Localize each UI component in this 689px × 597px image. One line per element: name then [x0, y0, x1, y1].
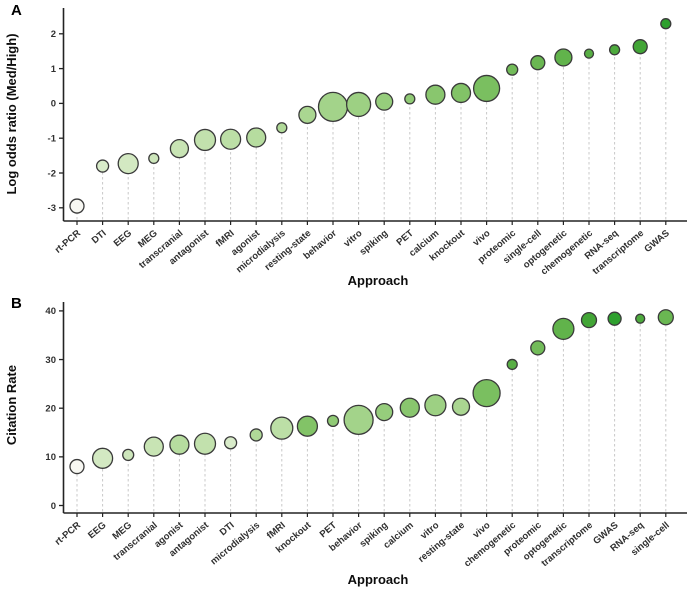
data-point	[69, 458, 85, 475]
data-point	[424, 394, 447, 417]
y-tick-label: -1	[48, 134, 57, 145]
y-tick-label: 20	[45, 404, 56, 415]
data-point	[193, 128, 217, 152]
x-category-label: DTI	[218, 520, 237, 538]
x-axis-title: Approach	[348, 572, 409, 587]
data-point	[632, 39, 648, 55]
data-point	[91, 447, 114, 469]
data-point	[296, 415, 319, 437]
x-category-label: EEG	[86, 520, 108, 541]
data-point	[552, 317, 575, 341]
data-point	[375, 92, 394, 111]
data-point	[223, 436, 238, 450]
data-point	[399, 397, 420, 418]
x-axis-title: Approach	[348, 273, 409, 288]
data-point	[219, 128, 242, 150]
data-point	[608, 44, 621, 56]
y-tick-label: 0	[51, 99, 56, 110]
data-point	[450, 82, 472, 104]
x-category-label: rt-PCR	[53, 228, 83, 256]
panel-label-a: A	[11, 2, 22, 19]
data-point	[554, 48, 573, 67]
data-point	[472, 74, 501, 103]
y-tick-label: -2	[48, 168, 56, 179]
x-category-label: rt-PCR	[53, 520, 83, 548]
data-point	[660, 18, 672, 30]
y-tick-label: 40	[45, 306, 56, 317]
panel-a-chart: 210-1-2-3rt-PCR DTI EEG MEGtranscranialanta…	[4, 8, 687, 288]
y-tick-label: 1	[51, 64, 57, 75]
data-point	[425, 84, 446, 105]
y-tick-label: 0	[51, 501, 56, 512]
data-point	[580, 311, 598, 329]
y-tick-label: 2	[51, 29, 56, 40]
data-point	[472, 378, 501, 408]
data-point	[276, 122, 288, 134]
y-axis-title: Log odds ratio (Med/High)	[4, 33, 19, 194]
data-point	[326, 414, 340, 427]
x-category-label: DTI	[90, 228, 109, 246]
data-point	[270, 416, 294, 440]
x-category-label: spiking	[358, 228, 391, 258]
data-point	[530, 55, 546, 71]
data-point	[95, 159, 110, 173]
data-point	[451, 397, 471, 416]
y-tick-label: 30	[45, 355, 56, 366]
data-point	[530, 340, 546, 356]
y-tick-label: -3	[48, 203, 56, 214]
data-point	[246, 127, 267, 148]
y-axis-title: Citation Rate	[4, 365, 19, 445]
data-point	[635, 313, 646, 324]
data-point	[506, 358, 518, 371]
data-point	[143, 436, 164, 457]
data-point	[657, 309, 674, 326]
data-point	[298, 105, 317, 125]
data-point	[404, 93, 416, 105]
data-point	[169, 138, 190, 159]
data-point	[607, 311, 622, 326]
data-point	[345, 91, 372, 118]
data-point	[506, 63, 519, 76]
x-category-label: resting-state	[416, 520, 467, 565]
data-point	[169, 434, 190, 455]
data-point	[249, 428, 263, 442]
data-point	[583, 48, 595, 59]
data-point	[69, 198, 85, 214]
data-point	[117, 152, 139, 175]
panel-label-b: B	[11, 295, 22, 312]
data-point	[375, 402, 394, 422]
data-point	[343, 404, 374, 436]
data-point	[317, 91, 349, 123]
y-tick-label: 10	[45, 452, 56, 463]
x-category-label: GWAS	[642, 228, 671, 255]
data-point	[122, 448, 135, 462]
data-point	[148, 152, 160, 165]
x-category-label: EEG	[112, 228, 134, 249]
data-point	[193, 432, 217, 455]
